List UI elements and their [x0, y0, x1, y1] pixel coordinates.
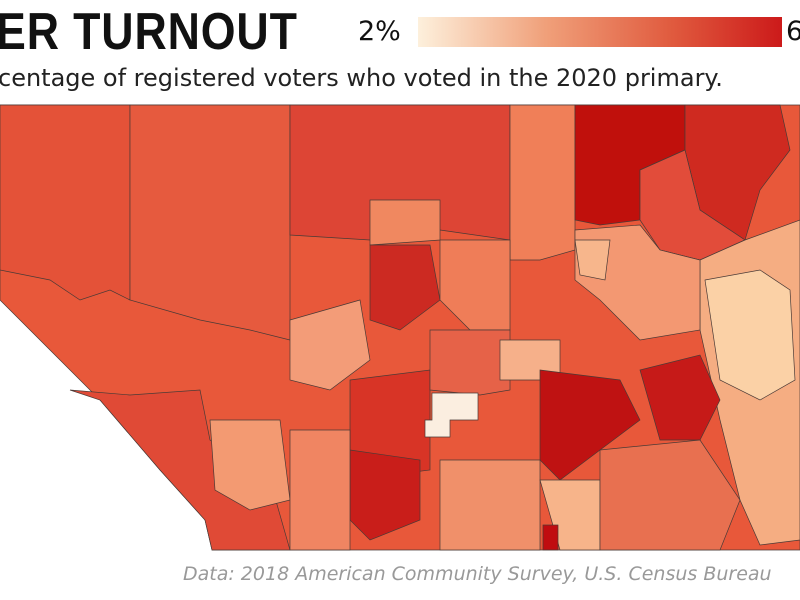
region [599, 439, 741, 551]
region [0, 104, 131, 301]
region [439, 459, 541, 551]
region [542, 524, 559, 551]
legend-min-label: 2% [358, 16, 401, 47]
region [289, 299, 371, 391]
region [704, 269, 796, 401]
region [424, 392, 479, 438]
source-note: Data: 2018 American Community Survey, U.… [183, 563, 772, 585]
title: ER TURNOUT [0, 3, 298, 61]
region [429, 329, 511, 396]
region [289, 429, 351, 551]
region [509, 104, 576, 261]
region [369, 199, 441, 246]
region [369, 244, 441, 331]
legend-gradient [418, 17, 782, 47]
region [574, 239, 611, 281]
region [129, 104, 291, 341]
region [209, 419, 291, 511]
subtitle: centage of registered voters who voted i… [0, 64, 723, 92]
legend-max-label: 6 [786, 16, 800, 47]
region [639, 354, 721, 441]
